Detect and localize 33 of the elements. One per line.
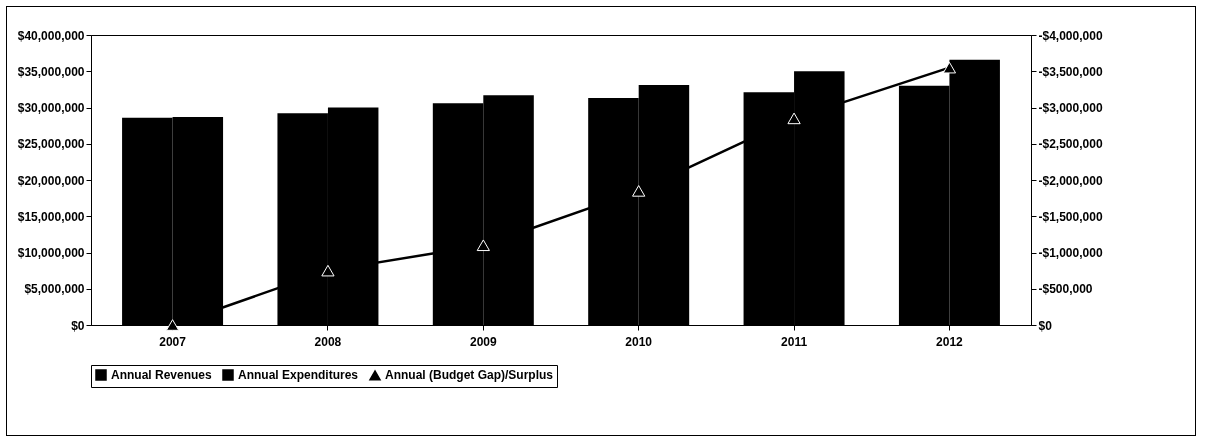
y-tick-label: $40,000,000 (17, 28, 85, 43)
x-tick-label: 2012 (936, 334, 964, 349)
x-tick-label: 2010 (625, 334, 653, 349)
y2-tick-label: -$1,500,000 (1038, 209, 1103, 224)
y2-tick-label: -$4,000,000 (1038, 28, 1103, 43)
y2-tick-label: -$3,500,000 (1038, 64, 1103, 79)
point (165, 319, 180, 331)
x-tick-label: 2008 (314, 334, 342, 349)
y-tick-label: $25,000,000 (17, 137, 85, 152)
x-tick-label: 2009 (469, 334, 497, 349)
legend-label: Annual Revenues (111, 368, 213, 382)
x-tick-label: 2007 (159, 334, 187, 349)
y-tick-label: $5,000,000 (24, 282, 85, 297)
y2-tick-label: -$2,500,000 (1038, 137, 1103, 152)
point (321, 264, 335, 277)
point (787, 112, 801, 125)
point (942, 61, 957, 74)
y2-tick-label: -$3,000,000 (1038, 101, 1103, 115)
point (632, 185, 646, 197)
y2-tick-label: -$1,000,000 (1038, 246, 1103, 260)
y-tick-label: $15,000,000 (17, 209, 85, 224)
legend-label: Annual (Budget Gap)/Surplus (385, 368, 554, 383)
y-tick-label: $0 (71, 318, 85, 333)
legend-label: Annual Expenditures (238, 368, 359, 382)
y-tick-label: $30,000,000 (17, 101, 85, 115)
point (476, 239, 490, 252)
y2-tick-label: -$2,000,000 (1038, 173, 1103, 188)
y-tick-label: $35,000,000 (17, 64, 85, 79)
y-tick-label: $20,000,000 (17, 173, 85, 188)
y2-tick-label: -$500,000 (1038, 282, 1093, 297)
y2-tick-label: $0 (1038, 318, 1053, 333)
y-tick-label: $10,000,000 (17, 246, 85, 260)
x-tick-label: 2011 (781, 334, 808, 349)
